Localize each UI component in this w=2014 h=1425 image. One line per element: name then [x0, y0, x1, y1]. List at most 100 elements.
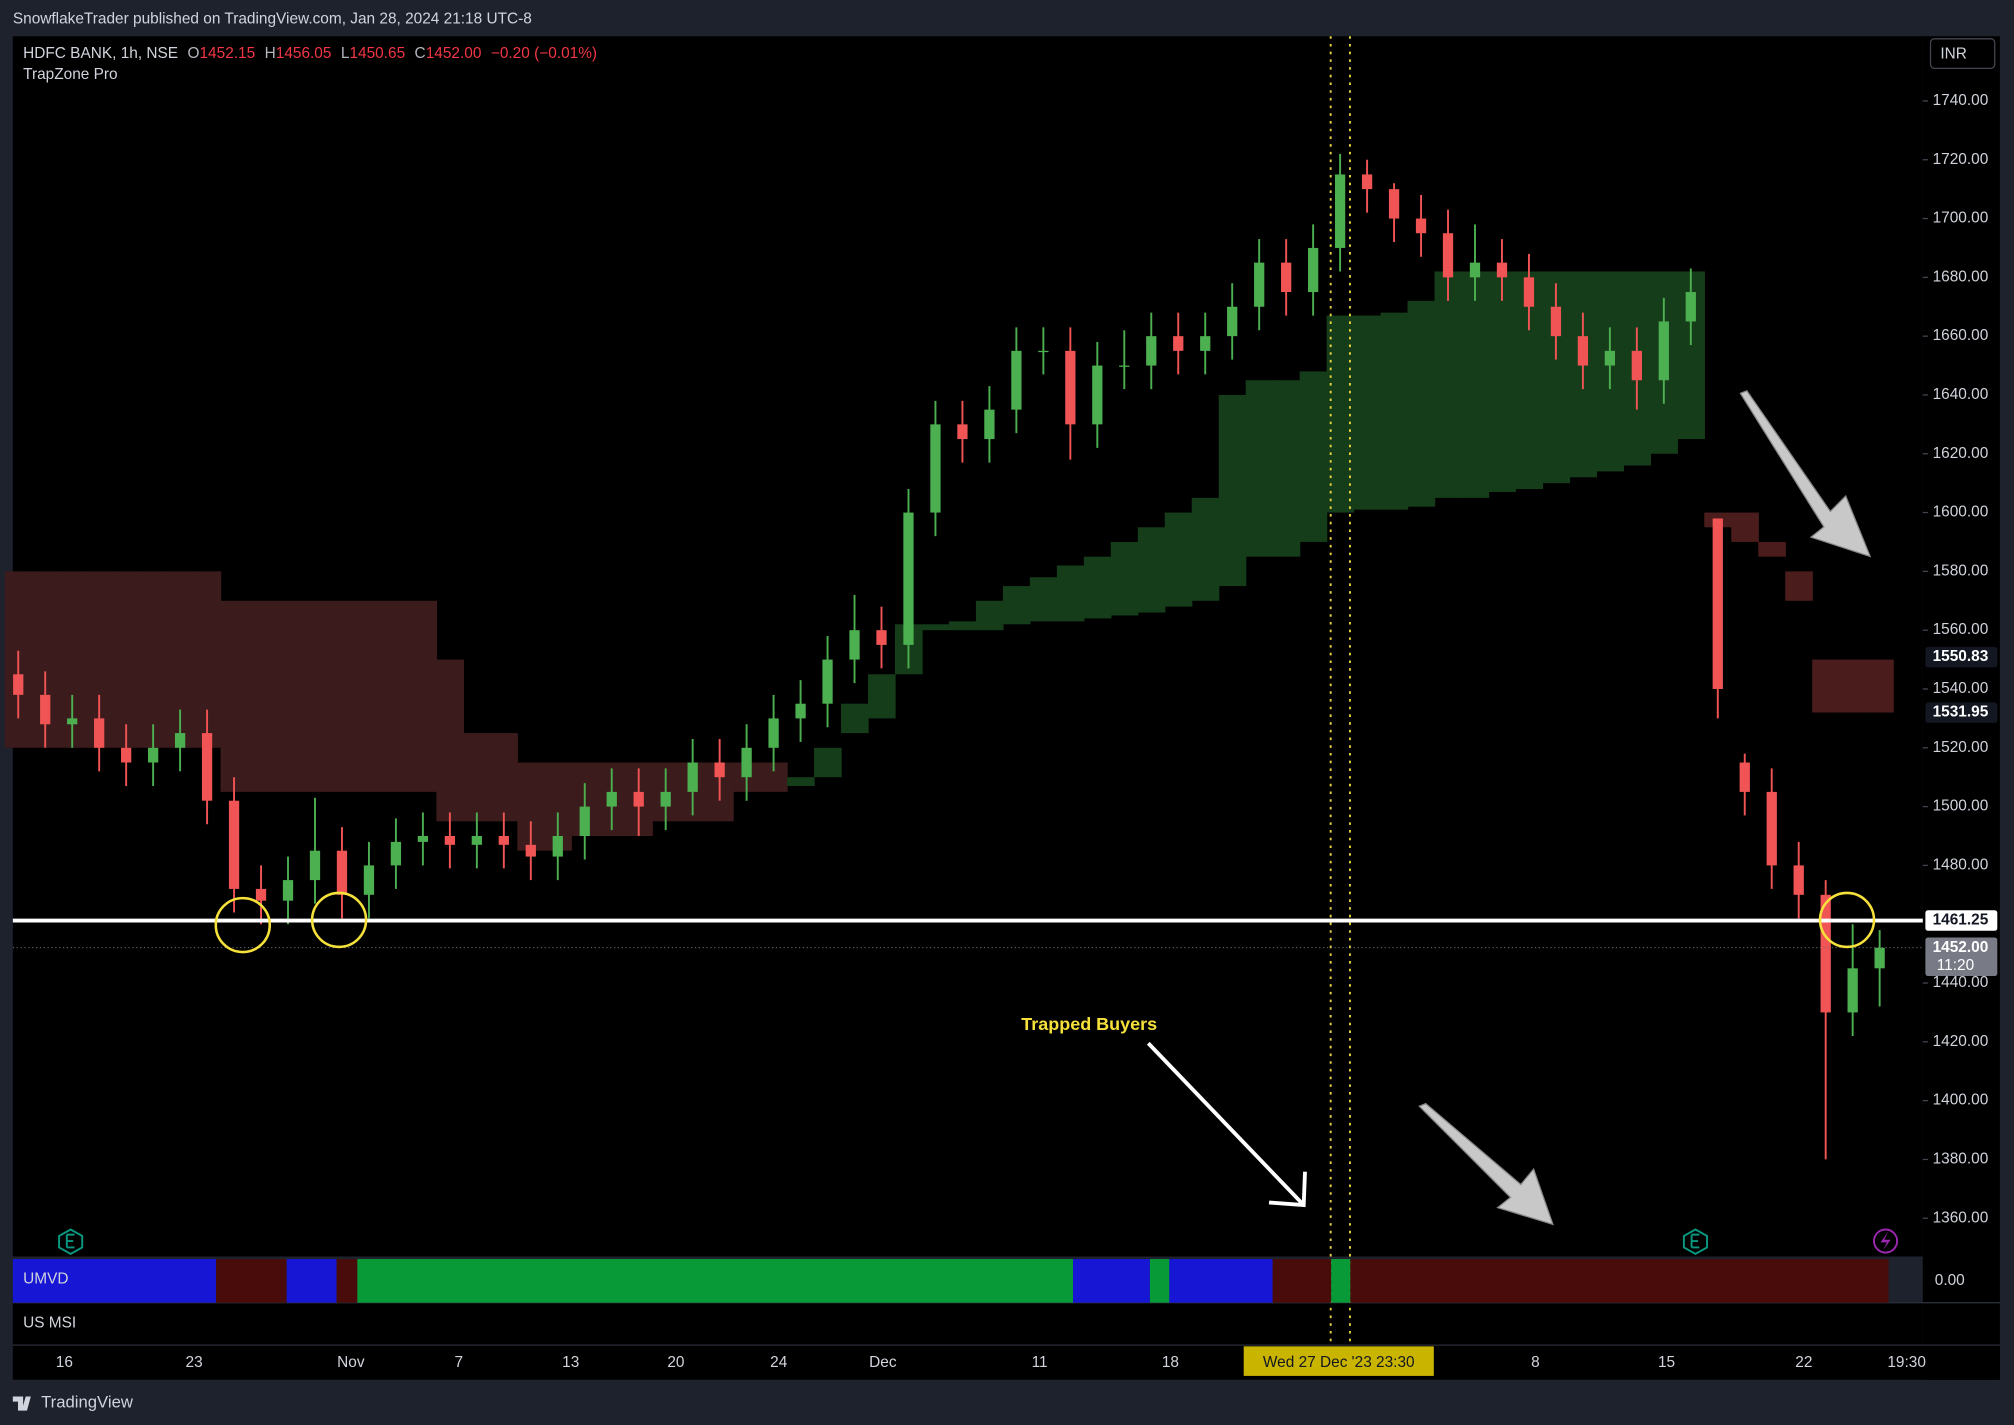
zone	[1812, 659, 1840, 713]
white-arrow	[1146, 1041, 1307, 1208]
candle-body	[1550, 306, 1562, 337]
y-tick-label: 1700.00	[1933, 210, 1989, 227]
countdown: 11:20	[1937, 957, 1974, 974]
candle-body	[903, 512, 914, 645]
x-tick-label: 22	[1795, 1354, 1812, 1371]
time-axis	[12, 1345, 2000, 1380]
candle-body	[1793, 865, 1804, 895]
ohlc-label: L	[341, 45, 350, 62]
zone	[490, 733, 518, 822]
candle-body	[1388, 189, 1400, 219]
candle-body	[1227, 306, 1238, 337]
candle-body	[957, 424, 968, 440]
candle-body	[849, 630, 860, 660]
zone	[436, 659, 464, 822]
candle-body	[1496, 262, 1508, 278]
x-tick-label: 16	[56, 1354, 73, 1371]
candle-body	[1038, 350, 1049, 353]
y-tick-label: 1600.00	[1933, 504, 1989, 521]
footer: TradingView	[12, 1392, 134, 1411]
umvd-run	[215, 1259, 287, 1303]
candle-body	[1523, 277, 1535, 307]
zone	[301, 600, 330, 792]
currency-button[interactable]	[1929, 38, 1996, 69]
candle-body	[876, 630, 887, 645]
y-tick-label: 1380.00	[1933, 1151, 1989, 1168]
price-tag: 1550.83	[1933, 648, 1989, 665]
candle-body	[1685, 292, 1696, 322]
candle-body	[309, 850, 321, 881]
zone	[1866, 659, 1894, 713]
zone	[948, 621, 977, 631]
candle-body	[525, 844, 536, 857]
zone	[247, 600, 276, 792]
umvd-run	[1350, 1259, 1889, 1303]
indicator-name: UMVD	[23, 1271, 68, 1288]
zone	[1002, 586, 1031, 625]
y-tick-label: 1360.00	[1933, 1209, 1989, 1226]
candle-body	[67, 718, 78, 725]
y-tick-label: 1400.00	[1933, 1092, 1989, 1109]
umvd-run	[1272, 1259, 1332, 1303]
x-tick-label: 8	[1531, 1354, 1540, 1371]
candle-body	[1577, 336, 1589, 366]
umvd-run	[1149, 1259, 1170, 1303]
candle-body	[444, 835, 456, 845]
candle-body	[471, 835, 482, 845]
zone	[787, 777, 815, 787]
earnings-icon[interactable]	[1682, 1228, 1708, 1255]
candle-body	[1119, 365, 1130, 367]
y-tick-label: 1720.00	[1933, 151, 1989, 168]
zone	[1488, 271, 1517, 492]
last-price-box	[1925, 937, 1998, 976]
msi-pane	[12, 1302, 1923, 1346]
earnings-icon[interactable]	[58, 1228, 84, 1255]
zone	[1029, 577, 1058, 622]
zone	[220, 600, 249, 792]
candle-body	[1361, 174, 1373, 190]
cursor-tick-label: Wed 27 Dec '23 23:30	[1263, 1354, 1415, 1371]
price-tag-box	[1925, 702, 1998, 723]
umvd-run	[12, 1259, 216, 1303]
candle-body	[1200, 336, 1211, 351]
zone	[328, 600, 357, 792]
zone	[1353, 315, 1382, 510]
gray-arrow	[1418, 1102, 1554, 1226]
candle-body	[390, 841, 402, 866]
y-tick-label: 1740.00	[1933, 92, 1989, 109]
x-tick-label: 23	[186, 1354, 203, 1371]
x-tick-label: 15	[1658, 1354, 1675, 1371]
ohlc-label: H	[265, 45, 276, 62]
price-tag: 1531.95	[1933, 704, 1989, 721]
candles	[13, 153, 1885, 1160]
x-axis: 16 23 Nov 7 13 20 24 Dec 11 18 8 15 22 19:30 Wed 27 De…	[56, 1346, 1926, 1376]
candle-body	[1092, 365, 1103, 425]
zone	[1083, 556, 1112, 619]
last-price: 1452.00	[1933, 939, 1989, 956]
candle-body	[1712, 518, 1723, 689]
event-icon[interactable]	[1873, 1228, 1899, 1254]
zone	[1434, 271, 1463, 498]
currency[interactable]: INR	[1940, 45, 1967, 62]
zone	[112, 571, 141, 748]
x-tick-label: 24	[770, 1354, 788, 1371]
y-tick-label: 1640.00	[1933, 386, 1989, 403]
candle-body	[282, 880, 294, 901]
candle-body	[417, 835, 429, 842]
zone	[1299, 371, 1328, 542]
umvd-run	[286, 1259, 337, 1303]
zone	[1839, 659, 1867, 713]
publish-header: SnowflakeTrader published on TradingView…	[13, 11, 532, 28]
ohlc-value: 1456.05	[276, 45, 332, 62]
umvd-run	[1331, 1259, 1351, 1303]
highlight-circle	[1818, 891, 1876, 949]
x-tick-label: 13	[562, 1354, 579, 1371]
x-tick-label: 18	[1162, 1354, 1179, 1371]
candle-body	[1739, 762, 1750, 792]
zone	[1137, 527, 1166, 613]
zone	[1731, 512, 1759, 542]
ohlc-value: 1450.65	[349, 45, 405, 62]
zone	[1191, 497, 1220, 601]
candle-body	[1442, 233, 1454, 278]
zone	[921, 624, 950, 631]
